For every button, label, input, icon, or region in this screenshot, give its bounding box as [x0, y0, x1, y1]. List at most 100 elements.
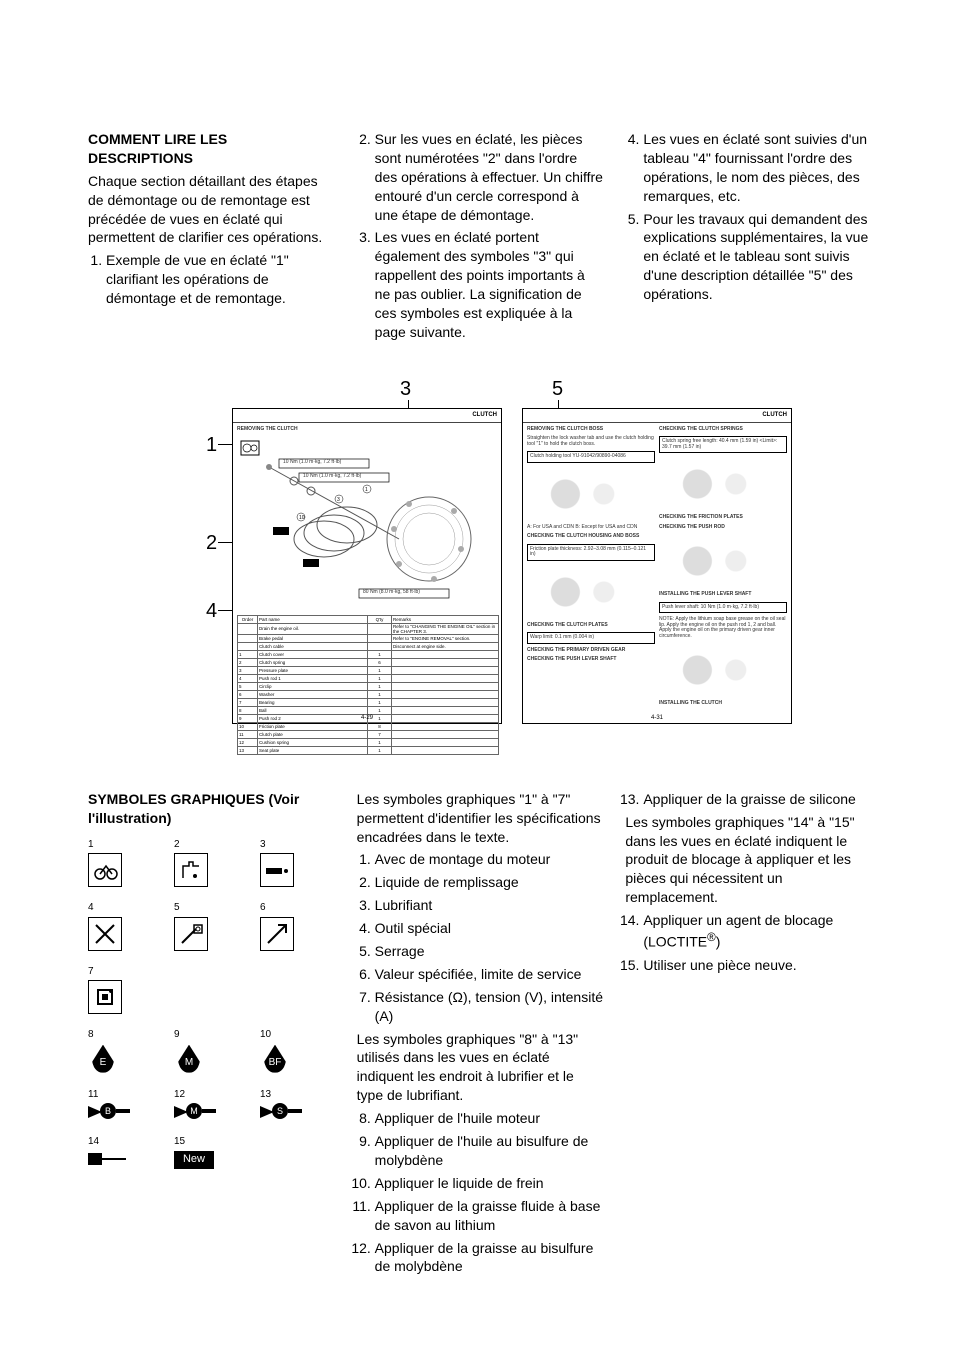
- r-h9: INSTALLING THE PUSH LEVER SHAFT: [659, 591, 751, 597]
- r-h7: CHECKING THE PUSH LEVER SHAFT: [527, 656, 616, 662]
- table-cell: [238, 642, 258, 650]
- mid-intro2: Les symboles graphiques "8" à "13" utili…: [357, 1030, 604, 1106]
- mid-13: Appliquer de la graisse de silicone: [643, 790, 872, 809]
- sym-n10: 10: [260, 1028, 320, 1042]
- table-row: 1Clutch cover1: [238, 650, 499, 658]
- r-h3: CHECKING THE CLUTCH SPRINGS: [659, 426, 743, 432]
- table-cell: Pressure plate: [258, 666, 368, 674]
- r-spec3: Warp limit: 0.1 mm (0.004 in): [527, 632, 655, 644]
- table-cell: 1: [368, 690, 392, 698]
- sym-n1: 1: [88, 838, 148, 852]
- col-right: Les vues en éclaté sont suivies d'un tab…: [625, 130, 872, 346]
- sym-14-icon: [88, 1151, 134, 1169]
- mid-15: Utiliser une pièce neuve.: [643, 956, 872, 975]
- sym-11-label: B: [105, 1105, 111, 1117]
- parts-table: Order Part name Q'ty Remarks Drain the e…: [237, 615, 499, 755]
- top-columns: COMMENT LIRE LES DESCRIPTIONS Chaque sec…: [88, 130, 872, 346]
- table-cell: 1: [368, 650, 392, 658]
- sym-n4: 4: [88, 901, 148, 915]
- table-cell: [238, 623, 258, 634]
- r-h10: INSTALLING THE CLUTCH: [659, 700, 722, 706]
- mid-11: Appliquer de la graisse fluide à base de…: [375, 1197, 604, 1235]
- top-item-3: Les vues en éclaté portent également des…: [375, 228, 604, 341]
- lower-columns: SYMBOLES GRAPHIQUES (Voir l'illustration…: [88, 790, 872, 1280]
- table-cell: [368, 642, 392, 650]
- top-item-1: Exemple de vue en éclaté "1" clarifiant …: [106, 251, 335, 308]
- table-cell: 10: [238, 722, 258, 730]
- sym-10-label: BF: [269, 1056, 282, 1070]
- sym-13-label: S: [277, 1105, 283, 1117]
- mini-page-right: CLUTCH REMOVING THE CLUTCH BOSS Straight…: [522, 408, 792, 724]
- mid-intro: Les symboles graphiques "1" à "7" permet…: [357, 790, 604, 847]
- mid-12: Appliquer de la graisse au bisulfure de …: [375, 1239, 604, 1277]
- table-row: 10Friction plate8: [238, 722, 499, 730]
- table-cell: [392, 666, 499, 674]
- sym-n5: 5: [174, 901, 234, 915]
- table-cell: [238, 634, 258, 642]
- mini-footer-l: 4-29: [233, 715, 501, 721]
- mid-14a: Appliquer un agent de blocage (LOCTITE: [643, 912, 833, 950]
- mini-footer-r: 4-31: [523, 715, 791, 721]
- figure-wrap: 3 5 1 2 4 CLUTCH REMOVING THE CLUTCH: [160, 382, 800, 742]
- table-cell: 1: [368, 698, 392, 706]
- table-cell: 8: [238, 706, 258, 714]
- sym-7-icon: [88, 980, 122, 1014]
- table-cell: Push rod 1: [258, 674, 368, 682]
- svg-text:10: 10: [299, 515, 305, 521]
- table-cell: Bearing: [258, 698, 368, 706]
- table-cell: Clutch spring: [258, 658, 368, 666]
- table-cell: Washer: [258, 690, 368, 698]
- table-row: 5Circlip1: [238, 682, 499, 690]
- section-heading: COMMENT LIRE LES DESCRIPTIONS: [88, 130, 335, 168]
- th-order: Order: [238, 615, 258, 623]
- table-cell: Refer to "ENGINE REMOVAL" section.: [392, 634, 499, 642]
- top-item-2: Sur les vues en éclaté, les pièces sont …: [375, 130, 604, 224]
- th-qty: Q'ty: [368, 615, 392, 623]
- table-row: Clutch cableDisconnect at engine side.: [238, 642, 499, 650]
- sym-n13: 13: [260, 1088, 320, 1102]
- table-cell: 1: [368, 738, 392, 746]
- mid-10: Appliquer le liquide de frein: [375, 1174, 604, 1193]
- sym-n3: 3: [260, 838, 320, 852]
- symbols-heading: SYMBOLES GRAPHIQUES (Voir l'illustration…: [88, 790, 335, 828]
- table-cell: 1: [368, 666, 392, 674]
- sym-1-icon: [88, 853, 122, 887]
- sym-12-icon: M: [174, 1103, 220, 1121]
- table-row: Drain the engine oil.Refer to "CHANGING …: [238, 623, 499, 634]
- sym-n11: 11: [88, 1088, 148, 1102]
- symbol-grid: 1 2 3 4 5: [88, 838, 335, 1169]
- table-row: 12Cushion spring1: [238, 738, 499, 746]
- sym-8-icon: E: [88, 1044, 118, 1074]
- sym-n9: 9: [174, 1028, 234, 1042]
- sym-n14: 14: [88, 1135, 148, 1149]
- table-row: Brake pedal Refer to "ENGINE REMOVAL" sec…: [238, 634, 499, 642]
- sym-12-label: M: [190, 1105, 198, 1117]
- sym-4-icon: [88, 917, 122, 951]
- sym-n2: 2: [174, 838, 234, 852]
- sym-2-icon: [174, 853, 208, 887]
- table-cell: Clutch cover: [258, 650, 368, 658]
- table-cell: 1: [368, 706, 392, 714]
- illus-3: [659, 457, 787, 511]
- mid-14: Appliquer un agent de blocage (LOCTITE®): [643, 911, 872, 951]
- th-part: Part name: [258, 615, 368, 623]
- torque-2: 10 Nm (1.0 m·kg, 7.2 ft·lb): [303, 474, 361, 480]
- top-item-5: Pour les travaux qui demandent des expli…: [643, 210, 872, 304]
- sym-15-icon: New: [174, 1151, 214, 1169]
- th-rem: Remarks: [392, 615, 499, 623]
- r-p2: A: For USA and CDN B: Except for USA and…: [527, 525, 655, 531]
- mini-title-l: CLUTCH: [472, 412, 497, 418]
- table-cell: Brake pedal: [258, 634, 368, 642]
- sym-n15: 15: [174, 1135, 234, 1149]
- table-cell: Refer to "CHANGING THE ENGINE OIL" secti…: [392, 623, 499, 634]
- sym-n8: 8: [88, 1028, 148, 1042]
- lower-mid: Les symboles graphiques "1" à "7" permet…: [357, 790, 604, 1280]
- table-cell: [392, 738, 499, 746]
- sym-6-icon: [260, 917, 294, 951]
- mini-title-r: CLUTCH: [762, 412, 787, 418]
- callout-2: 2: [206, 532, 217, 555]
- mid-1: Avec de montage du moteur: [375, 850, 604, 869]
- table-cell: Disconnect at engine side.: [392, 642, 499, 650]
- lower-left: SYMBOLES GRAPHIQUES (Voir l'illustration…: [88, 790, 335, 1280]
- r-spec2: Clutch spring free length: 40.4 mm (1.59…: [659, 436, 787, 453]
